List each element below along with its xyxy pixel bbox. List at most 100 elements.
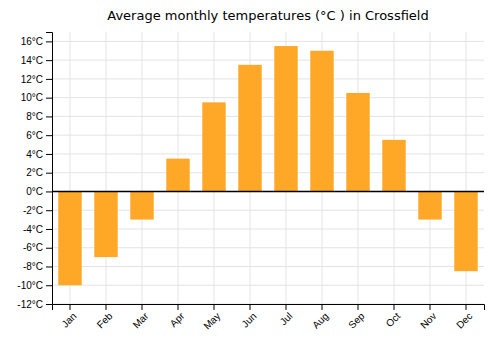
x-tick-label: Jan bbox=[59, 310, 78, 329]
y-tick-mark bbox=[46, 210, 52, 211]
grid-line bbox=[106, 32, 107, 304]
y-tick-label: -8°C bbox=[23, 261, 43, 272]
x-tick: Apr bbox=[168, 304, 187, 329]
x-tick: Oct bbox=[384, 304, 403, 329]
y-tick-label: -2°C bbox=[23, 205, 43, 216]
x-tick-mark bbox=[250, 304, 251, 310]
grid-line bbox=[52, 41, 484, 42]
y-tick: -2°C bbox=[23, 205, 52, 216]
x-tick-mark bbox=[466, 304, 467, 310]
x-tick-label: May bbox=[201, 310, 222, 331]
y-tick-mark bbox=[46, 135, 52, 136]
x-tick-label: Sep bbox=[346, 310, 367, 331]
bar bbox=[454, 191, 477, 271]
grid-line bbox=[142, 32, 143, 304]
x-tick-label: Jun bbox=[239, 310, 258, 329]
y-tick-label: 10°C bbox=[21, 92, 43, 103]
bar bbox=[94, 191, 117, 257]
y-axis: -12°C -10°C -8°C -6°C -4°C -2°C 0°C 2°C 4°C 6°C 8°… bbox=[17, 33, 52, 310]
y-tick-label: 12°C bbox=[21, 74, 43, 85]
bar bbox=[382, 140, 405, 192]
x-tick-label: Mar bbox=[131, 310, 151, 330]
y-tick-label: -6°C bbox=[23, 242, 43, 253]
y-tick-label: 14°C bbox=[21, 55, 43, 66]
x-tick: May bbox=[201, 304, 222, 332]
bar bbox=[202, 102, 225, 191]
y-tick: 2°C bbox=[26, 167, 52, 178]
grid-line bbox=[52, 266, 484, 267]
x-tick: Feb bbox=[95, 304, 115, 330]
y-tick: 8°C bbox=[26, 111, 52, 122]
grid-line bbox=[52, 172, 484, 173]
grid-line bbox=[52, 116, 484, 117]
x-tick-label: Dec bbox=[454, 310, 474, 330]
y-tick: 0°C bbox=[26, 186, 52, 197]
x-tick-mark bbox=[322, 304, 323, 310]
y-tick-label: 6°C bbox=[26, 130, 43, 141]
x-tick-mark bbox=[214, 304, 215, 310]
y-tick-mark bbox=[46, 41, 52, 42]
x-tick: Jun bbox=[239, 304, 258, 330]
y-tick-label: -4°C bbox=[23, 224, 43, 235]
grid-line bbox=[52, 285, 484, 286]
x-tick: Dec bbox=[454, 304, 474, 331]
x-tick: Jan bbox=[59, 304, 78, 330]
y-tick-mark bbox=[46, 173, 52, 174]
x-tick-mark bbox=[358, 304, 359, 310]
x-tick-mark bbox=[286, 304, 287, 310]
bar bbox=[238, 65, 261, 192]
y-tick-mark bbox=[46, 154, 52, 155]
y-tick-mark bbox=[46, 60, 52, 61]
y-tick: -4°C bbox=[23, 224, 52, 235]
x-tick: Aug bbox=[310, 304, 330, 331]
grid-line bbox=[52, 78, 484, 79]
y-tick: 16°C bbox=[21, 36, 52, 47]
y-tick-mark bbox=[46, 79, 52, 80]
x-tick: Jul bbox=[278, 304, 295, 327]
x-tick-mark bbox=[70, 304, 71, 310]
y-tick: 4°C bbox=[26, 149, 52, 160]
x-tick-mark bbox=[394, 304, 395, 310]
y-tick: 14°C bbox=[21, 55, 52, 66]
y-tick: -10°C bbox=[17, 280, 52, 291]
x-tick: Sep bbox=[346, 304, 367, 331]
bar bbox=[58, 191, 81, 285]
y-tick-mark bbox=[46, 116, 52, 117]
x-axis-line bbox=[53, 305, 485, 311]
y-tick-mark bbox=[46, 248, 52, 249]
bars bbox=[52, 46, 484, 285]
y-tick-mark bbox=[46, 304, 52, 305]
x-tick-label: Jul bbox=[278, 310, 295, 327]
bar bbox=[166, 159, 189, 192]
y-tick-mark bbox=[46, 191, 52, 192]
x-tick-mark bbox=[142, 304, 143, 310]
grid bbox=[52, 32, 484, 304]
bar bbox=[274, 46, 297, 191]
bar bbox=[130, 191, 153, 219]
y-axis-line bbox=[46, 33, 53, 305]
y-tick: 10°C bbox=[21, 92, 52, 103]
y-tick: 6°C bbox=[26, 130, 52, 141]
y-tick-label: 8°C bbox=[26, 111, 43, 122]
chart: -12°C -10°C -8°C -6°C -4°C -2°C 0°C 2°C 4°C 6°C 8°… bbox=[0, 0, 500, 350]
y-tick-label: 2°C bbox=[26, 167, 43, 178]
y-tick-label: 0°C bbox=[26, 186, 43, 197]
grid-line bbox=[52, 191, 484, 192]
y-tick: -6°C bbox=[23, 242, 52, 253]
x-tick-label: Nov bbox=[418, 310, 438, 330]
y-tick-label: 16°C bbox=[21, 36, 43, 47]
x-tick-mark bbox=[430, 304, 431, 310]
grid-line bbox=[430, 32, 431, 304]
x-tick-mark bbox=[178, 304, 179, 310]
y-tick-label: -12°C bbox=[17, 299, 43, 310]
x-tick-label: Feb bbox=[95, 310, 115, 330]
zero-line bbox=[52, 191, 484, 193]
y-tick: -8°C bbox=[23, 261, 52, 272]
grid-line bbox=[52, 97, 484, 98]
y-tick-label: -10°C bbox=[17, 280, 43, 291]
grid-line bbox=[52, 60, 484, 61]
bar bbox=[418, 191, 441, 219]
y-tick-label: 4°C bbox=[26, 149, 43, 160]
x-tick-label: Oct bbox=[384, 310, 403, 329]
plot: -12°C -10°C -8°C -6°C -4°C -2°C 0°C 2°C 4°C 6°C 8°… bbox=[17, 32, 484, 332]
